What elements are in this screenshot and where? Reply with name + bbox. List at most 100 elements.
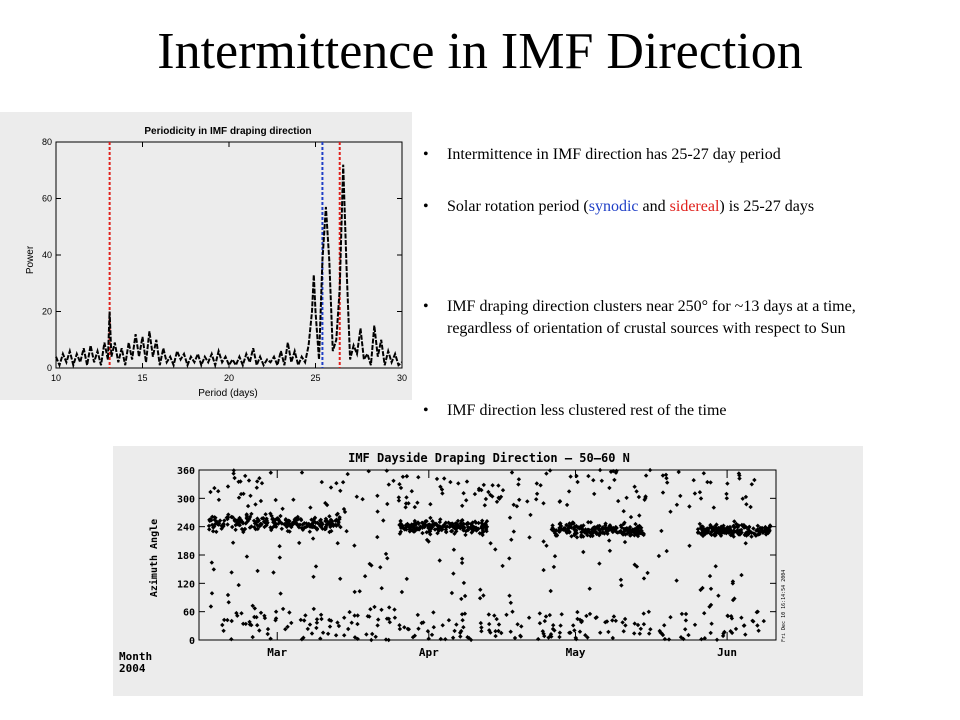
periodogram-xtick-label: 15 [137,373,147,383]
scatter-point [431,610,436,615]
scatter-point [703,527,708,532]
scatter-point [628,514,634,520]
scatter-point [327,624,333,629]
scatter-point [538,483,543,488]
scatter-point [246,478,252,483]
scatter-point [641,622,647,627]
scatter-point [744,525,749,530]
scatter-point [336,623,342,629]
scatter-point [479,625,484,630]
text-pre: Solar rotation period ( [447,198,589,215]
scatter-point [634,532,639,537]
scatter-point [515,622,520,627]
scatter-point [664,548,669,554]
year-label: 2004 [119,662,146,675]
scatter-point [526,615,532,620]
scatter-point [231,471,236,476]
bullet-text: IMF draping direction clusters near 250°… [447,298,856,337]
scatter-point [746,527,751,532]
scatter-ytick-label: 180 [177,551,195,562]
scatter-point [373,634,378,639]
scatter-point [709,621,714,626]
scatter-point [449,590,455,596]
scatter-point [662,636,668,642]
scatter-point [252,606,257,611]
scatter-point [623,623,628,628]
scatter-point [588,533,593,539]
scatter-point [346,626,351,632]
scatter-point [383,637,389,642]
scatter-point [372,604,377,610]
periodogram-xlabel: Period (days) [198,388,257,399]
scatter-ytick-label: 300 [177,494,195,505]
scatter-point [239,611,244,616]
scatter-point [291,497,296,502]
scatter-point [349,620,354,625]
scatter-point [387,620,392,625]
scatter-point [509,470,515,475]
scatter-point [702,611,707,616]
scatter-point [736,523,741,528]
scatter-point [500,563,505,569]
scatter-point [659,631,664,636]
scatter-point [409,489,414,494]
scatter-point [674,502,680,507]
scatter-point [701,471,706,476]
scatter-point [244,554,250,559]
scatter-point [683,618,689,623]
scatter-point [632,484,637,489]
text-mid: and [638,198,670,215]
scatter-point [550,523,555,528]
scatter-point [634,489,639,494]
scatter-point [376,617,381,622]
scatter-point [386,637,391,643]
scatter-point [543,614,549,619]
scatter-point [328,517,334,522]
scatter-point [211,567,216,572]
scatter-point [635,533,641,539]
scatter-point [229,618,234,624]
bullet-dot: • [423,298,429,315]
scatter-point [280,506,285,511]
scatter-point [379,586,384,591]
scatter-point [708,586,714,591]
scatter-point [345,471,350,477]
scatter-point [271,570,276,575]
scatter-point [481,593,486,598]
scatter-point [648,627,653,632]
scatter-point [454,622,459,627]
scatter-point [604,528,609,534]
scatter-point [622,539,628,545]
scatter-point [442,476,447,481]
scatter-point [486,489,491,495]
scatter-point [647,631,652,636]
scatter-point [616,498,621,504]
bullet-clusters: • IMF draping direction clusters near 25… [423,296,923,340]
scatter-point [496,495,501,500]
scatter-point [606,629,611,635]
scatter-point [255,623,260,628]
bullet-less-clustered: • IMF direction less clustered rest of t… [423,400,953,422]
scatter-point [428,515,433,521]
scatter-point [666,637,672,642]
scatter-point [399,589,405,595]
scatter-point [225,592,231,598]
scatter-point [541,567,546,573]
scatter-point [637,631,642,636]
scatter-point [313,564,319,569]
scatter-point [238,479,243,484]
scatter-point [379,607,384,612]
scatter-point [736,471,742,476]
scatter-point [273,609,279,614]
scatter-point [755,623,760,628]
scatter-point [635,622,641,628]
scatter-point [236,479,241,484]
scatter-point [724,496,729,501]
scatter-point [619,525,624,530]
scatter-point [525,499,530,504]
scatter-point [751,619,756,624]
scatter-point [552,554,558,559]
scatter-point [397,626,403,632]
scatter-point [212,485,217,491]
scatter-xtick-label: Jun [717,646,737,659]
